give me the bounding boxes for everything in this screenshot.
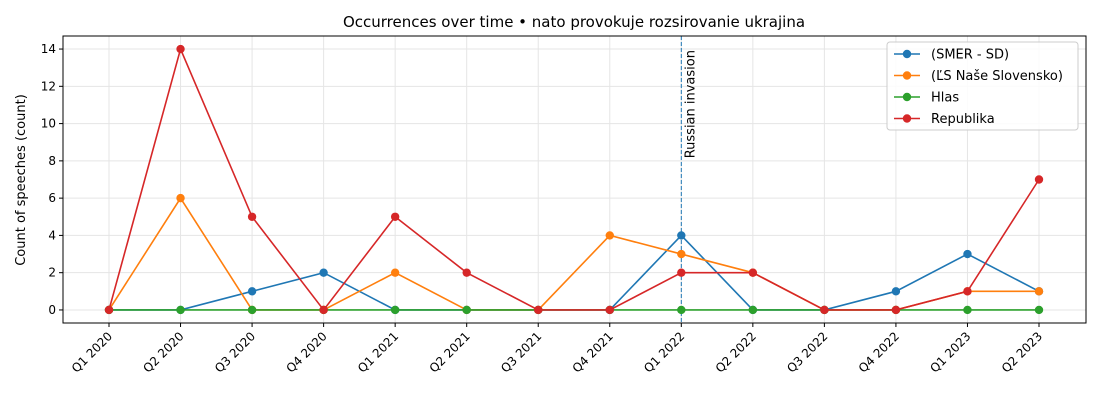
- annotation-layer: Russian invasion: [680, 36, 698, 323]
- data-point: [1034, 305, 1044, 315]
- series-layer: [104, 44, 1044, 315]
- data-point: [319, 305, 328, 315]
- legend-label: (ĽS Naše Slovensko): [931, 69, 1063, 84]
- series-line: [108, 46, 1040, 312]
- data-point: [605, 231, 614, 240]
- y-tick-label: 4: [48, 228, 56, 242]
- data-point: [390, 212, 400, 221]
- data-point: [677, 249, 686, 259]
- y-tick-label: 6: [48, 191, 56, 205]
- data-point: [1034, 287, 1044, 296]
- data-point: [677, 231, 686, 240]
- data-point: [390, 305, 400, 315]
- y-tick-label: 0: [48, 303, 56, 317]
- data-point: [677, 268, 686, 277]
- data-point: [247, 287, 257, 296]
- data-point: [963, 305, 972, 315]
- x-tick-label: Q4 2022: [856, 329, 902, 375]
- chart-title: Occurrences over time • nato provokuje r…: [343, 13, 805, 31]
- annotation-label: Russian invasion: [683, 50, 698, 158]
- data-point: [319, 268, 328, 277]
- x-tick-label: Q3 2022: [784, 329, 830, 375]
- legend-item: (ĽS Naše Slovensko): [894, 69, 1063, 84]
- data-point: [891, 305, 901, 315]
- legend-item: Republika: [894, 112, 995, 127]
- data-point: [176, 193, 185, 203]
- data-point: [820, 305, 829, 315]
- data-point: [247, 305, 257, 315]
- legend-label: (SMER - SD): [931, 48, 1009, 63]
- legend-marker: [902, 71, 912, 80]
- data-point: [963, 287, 972, 296]
- y-axis: 0 2 4 6 8 10 12 14: [41, 42, 63, 317]
- x-tick-label: Q3 2021: [498, 329, 544, 375]
- x-tick-label: Q2 2022: [713, 329, 759, 375]
- legend-label: Hlas: [931, 91, 959, 106]
- plot-frame: [62, 35, 1087, 324]
- legend-item: (SMER - SD): [894, 48, 1009, 63]
- data-point: [247, 212, 257, 221]
- x-tick-label: Q2 2021: [427, 329, 473, 375]
- legend-marker: [902, 92, 912, 102]
- legend-item: Hlas: [894, 91, 959, 106]
- data-point: [390, 268, 400, 277]
- data-point: [605, 305, 614, 315]
- data-point: [462, 305, 471, 315]
- data-point: [748, 268, 758, 277]
- x-tick-label: Q1 2023: [927, 329, 973, 375]
- x-tick-label: Q3 2020: [212, 329, 258, 375]
- y-tick-label: 10: [41, 117, 56, 131]
- data-point: [1034, 175, 1044, 184]
- legend-label: Republika: [931, 112, 995, 127]
- legend-marker: [902, 114, 912, 123]
- data-point: [748, 305, 758, 315]
- legend-marker: [902, 49, 912, 59]
- x-tick-label: Q1 2021: [355, 329, 401, 375]
- y-tick-label: 8: [48, 154, 56, 168]
- data-point: [104, 305, 114, 315]
- x-tick-label: Q1 2022: [641, 329, 687, 375]
- y-tick-label: 14: [41, 42, 56, 56]
- data-point: [462, 268, 471, 277]
- y-axis-title: Count of speeches (count): [14, 94, 29, 266]
- data-point: [963, 249, 972, 259]
- legend: (SMER - SD) (ĽS Naše Slovensko) Hlas Republ…: [886, 41, 1079, 131]
- y-tick-label: 12: [41, 79, 56, 93]
- x-axis: Q1 2020 Q2 2020 Q3 2020 Q4 2020 Q1 2021 Q2 20…: [69, 323, 1045, 375]
- legend-box: [886, 41, 1079, 131]
- x-tick-label: Q4 2020: [283, 329, 329, 375]
- y-tick-label: 2: [48, 266, 56, 280]
- series-republika: [104, 44, 1044, 315]
- data-point: [677, 305, 686, 315]
- x-tick-label: Q1 2020: [69, 329, 115, 375]
- series-s-na-e-slovensko: [104, 193, 1044, 315]
- x-tick-label: Q4 2021: [570, 329, 616, 375]
- data-point: [891, 287, 901, 296]
- data-point: [176, 44, 185, 54]
- data-point: [176, 305, 185, 315]
- x-tick-label: Q2 2023: [999, 329, 1045, 375]
- x-tick-label: Q2 2020: [140, 329, 186, 375]
- data-point: [534, 305, 543, 315]
